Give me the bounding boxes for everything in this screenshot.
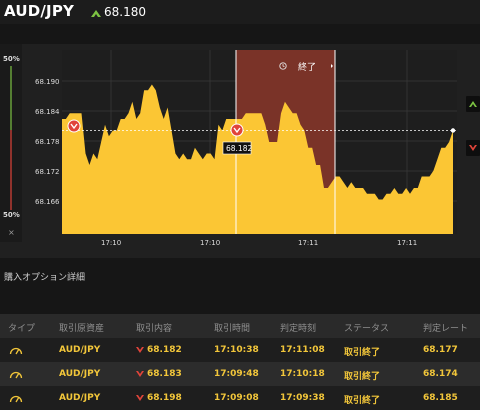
entry-marker-2 [230, 123, 244, 137]
judge-rate-cell: 68.185 [423, 393, 458, 403]
y-tick: 68.190 [35, 78, 60, 86]
time-cell: 17:10:38 [214, 345, 259, 355]
asset-cell: AUD/JPY [59, 393, 101, 403]
purchase-details-title: 購入オプション詳細 [4, 273, 86, 283]
y-tick: 68.184 [35, 108, 60, 116]
content-cell: 68.183 [136, 369, 182, 379]
currency-pair-title: AUD/JPY [4, 2, 75, 20]
x-tick: 17:11 [397, 239, 417, 247]
judge-time-cell: 17:11:08 [280, 345, 325, 355]
current-rate-dot [450, 128, 456, 133]
up-arrow-icon [469, 101, 477, 107]
x-tick: 17:10 [200, 239, 220, 247]
rate-chart-svg[interactable]: 50% 50% × 終了 68 [0, 44, 480, 258]
time-cell: 17:09:08 [214, 393, 259, 403]
x-tick: 17:10 [101, 239, 121, 247]
column-header: 取引時間 [214, 324, 251, 334]
judge-time-cell: 17:09:38 [280, 393, 325, 403]
down-arrow-icon [469, 145, 477, 151]
y-tick: 68.178 [35, 138, 60, 146]
clock-icon [279, 62, 287, 70]
trend-up-icon [91, 10, 101, 17]
content-cell: 68.198 [136, 393, 182, 403]
column-header: 取引内容 [136, 324, 173, 334]
entry-label: 68.182 [226, 144, 252, 153]
column-header: 判定時刻 [280, 324, 317, 334]
table-row[interactable]: AUD/JPY 68.183 17:09:48 17:10:18 取引終了 68… [0, 362, 480, 386]
down-arrow-icon [136, 394, 144, 401]
judge-time-cell: 17:10:18 [280, 369, 325, 379]
expiry-label: 終了 [279, 61, 333, 73]
column-header: 判定レート [423, 324, 469, 334]
column-header: 取引原資産 [59, 324, 105, 334]
table-row[interactable]: AUD/JPY 68.182 17:10:38 17:11:08 取引終了 68… [0, 338, 480, 362]
rate-chart[interactable]: 50% 50% × 終了 68 [0, 44, 480, 258]
time-cell: 17:09:48 [214, 369, 259, 379]
down-arrow-icon [136, 370, 144, 377]
entry-marker-1 [67, 119, 81, 133]
gauge-icon [9, 395, 23, 403]
asset-cell: AUD/JPY [59, 369, 101, 379]
status-cell: 取引終了 [344, 396, 381, 406]
call-button[interactable] [466, 96, 480, 112]
status-cell: 取引終了 [344, 348, 381, 358]
close-icon[interactable]: × [8, 228, 15, 237]
column-header: ステータス [344, 324, 390, 334]
column-header: タイプ [8, 324, 36, 334]
content-cell: 68.182 [136, 345, 182, 355]
expiry-label-text: 終了 [298, 61, 316, 73]
rate-series [62, 84, 453, 234]
gauge-top-percent: 50% [3, 55, 20, 63]
judge-rate-cell: 68.177 [423, 345, 458, 355]
x-tick: 17:11 [298, 239, 318, 247]
gauge-icon [9, 371, 23, 379]
gauge-icon [9, 347, 23, 355]
gauge-bottom-percent: 50% [3, 211, 20, 219]
x-axis: 17:10 17:10 17:11 17:11 [101, 239, 417, 247]
y-axis: 68.190 68.184 68.178 68.172 68.166 [35, 78, 60, 206]
content-value: 68.198 [147, 393, 182, 403]
status-cell: 取引終了 [344, 372, 381, 382]
content-value: 68.182 [147, 345, 182, 355]
header-bar: AUD/JPY 68.180 [0, 0, 480, 24]
y-tick: 68.166 [35, 198, 60, 206]
down-arrow-icon [136, 346, 144, 353]
current-rate: 68.180 [104, 5, 146, 19]
table-header-row: タイプ 取引原資産 取引内容 取引時間 判定時刻 ステータス 判定レート [0, 314, 480, 338]
put-button[interactable] [466, 140, 480, 156]
table-row[interactable]: AUD/JPY 68.198 17:09:08 17:09:38 取引終了 68… [0, 386, 480, 410]
content-value: 68.183 [147, 369, 182, 379]
y-tick: 68.172 [35, 168, 60, 176]
judge-rate-cell: 68.174 [423, 369, 458, 379]
rate-area [62, 84, 453, 234]
entry-label-box [222, 141, 252, 155]
asset-cell: AUD/JPY [59, 345, 101, 355]
